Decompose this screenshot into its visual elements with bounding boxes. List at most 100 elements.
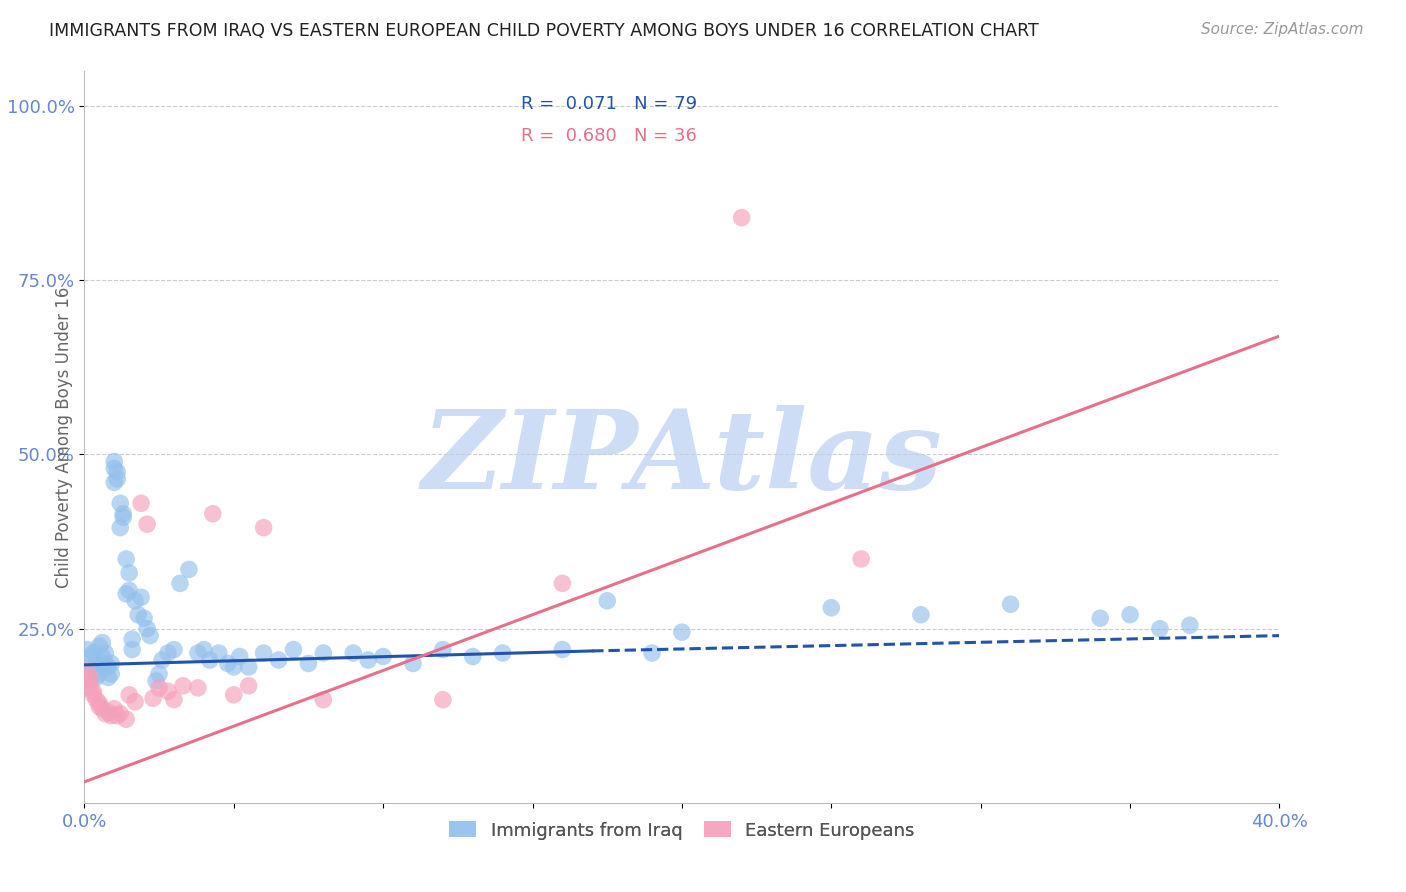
Point: [110, 706, 132, 721]
Point: [100, 657, 122, 671]
Point: [89, 657, 111, 671]
Point: [136, 622, 159, 636]
Point: [139, 629, 162, 643]
Point: [402, 657, 425, 671]
Point: [373, 649, 395, 664]
Point: [91, 635, 114, 649]
Point: [82, 684, 104, 698]
Point: [115, 552, 138, 566]
Point: [163, 642, 186, 657]
Point: [172, 679, 194, 693]
Point: [105, 708, 128, 723]
Point: [121, 632, 143, 646]
Point: [148, 681, 170, 695]
Point: [94, 706, 117, 721]
Point: [222, 688, 245, 702]
Point: [217, 657, 239, 671]
Point: [103, 475, 125, 490]
Point: [94, 660, 117, 674]
Point: [157, 684, 180, 698]
Point: [105, 465, 128, 479]
Point: [97, 670, 120, 684]
Point: [79, 673, 101, 688]
Point: [551, 642, 574, 657]
Point: [228, 649, 252, 664]
Point: [148, 667, 170, 681]
Point: [103, 461, 125, 475]
Point: [551, 576, 574, 591]
Point: [103, 454, 125, 468]
Point: [127, 607, 149, 622]
Text: ZIPAtlas: ZIPAtlas: [422, 405, 942, 513]
Point: [312, 692, 335, 706]
Point: [86, 670, 108, 684]
Point: [91, 649, 114, 664]
Point: [1000, 597, 1022, 611]
Point: [86, 657, 108, 671]
Point: [94, 646, 117, 660]
Point: [671, 625, 693, 640]
Text: R =  0.071   N = 79: R = 0.071 N = 79: [520, 95, 697, 113]
Point: [222, 660, 245, 674]
Point: [157, 646, 180, 660]
Point: [641, 646, 664, 660]
Text: Source: ZipAtlas.com: Source: ZipAtlas.com: [1201, 22, 1364, 37]
Point: [492, 646, 515, 660]
Point: [76, 673, 98, 688]
Point: [596, 594, 619, 608]
Point: [132, 611, 156, 625]
Point: [124, 695, 146, 709]
Point: [129, 496, 152, 510]
Point: [142, 691, 165, 706]
Point: [118, 688, 141, 702]
Point: [89, 667, 111, 681]
Point: [169, 576, 191, 591]
Point: [1090, 611, 1112, 625]
Point: [1119, 607, 1142, 622]
Point: [238, 660, 260, 674]
Point: [851, 552, 873, 566]
Point: [208, 646, 231, 660]
Y-axis label: Child Poverty Among Boys Under 16: Child Poverty Among Boys Under 16: [55, 286, 73, 588]
Point: [89, 696, 111, 710]
Point: [124, 594, 146, 608]
Point: [121, 642, 143, 657]
Point: [432, 692, 454, 706]
Point: [112, 510, 135, 524]
Point: [129, 591, 152, 605]
Point: [193, 642, 215, 657]
Point: [82, 664, 104, 678]
Point: [820, 600, 842, 615]
Point: [112, 507, 135, 521]
Point: [76, 664, 98, 678]
Text: IMMIGRANTS FROM IRAQ VS EASTERN EUROPEAN CHILD POVERTY AMONG BOYS UNDER 16 CORRE: IMMIGRANTS FROM IRAQ VS EASTERN EUROPEAN…: [49, 22, 1039, 40]
Point: [238, 679, 260, 693]
Point: [82, 646, 104, 660]
Point: [1178, 618, 1201, 632]
Point: [76, 642, 98, 657]
Point: [267, 653, 290, 667]
Point: [118, 583, 141, 598]
Text: R =  0.680   N = 36: R = 0.680 N = 36: [520, 127, 696, 145]
Point: [105, 472, 128, 486]
Point: [731, 211, 754, 225]
Point: [76, 660, 98, 674]
Point: [150, 653, 173, 667]
Point: [297, 657, 319, 671]
Point: [86, 692, 108, 706]
Point: [115, 587, 138, 601]
Point: [201, 507, 224, 521]
Point: [79, 649, 101, 664]
Point: [110, 521, 132, 535]
Point: [461, 649, 484, 664]
Point: [103, 702, 125, 716]
Point: [145, 673, 167, 688]
Point: [910, 607, 932, 622]
Point: [177, 562, 200, 576]
Point: [94, 657, 117, 671]
Point: [187, 646, 209, 660]
Point: [283, 642, 305, 657]
Point: [79, 681, 101, 695]
Point: [89, 639, 111, 653]
Point: [100, 708, 122, 723]
